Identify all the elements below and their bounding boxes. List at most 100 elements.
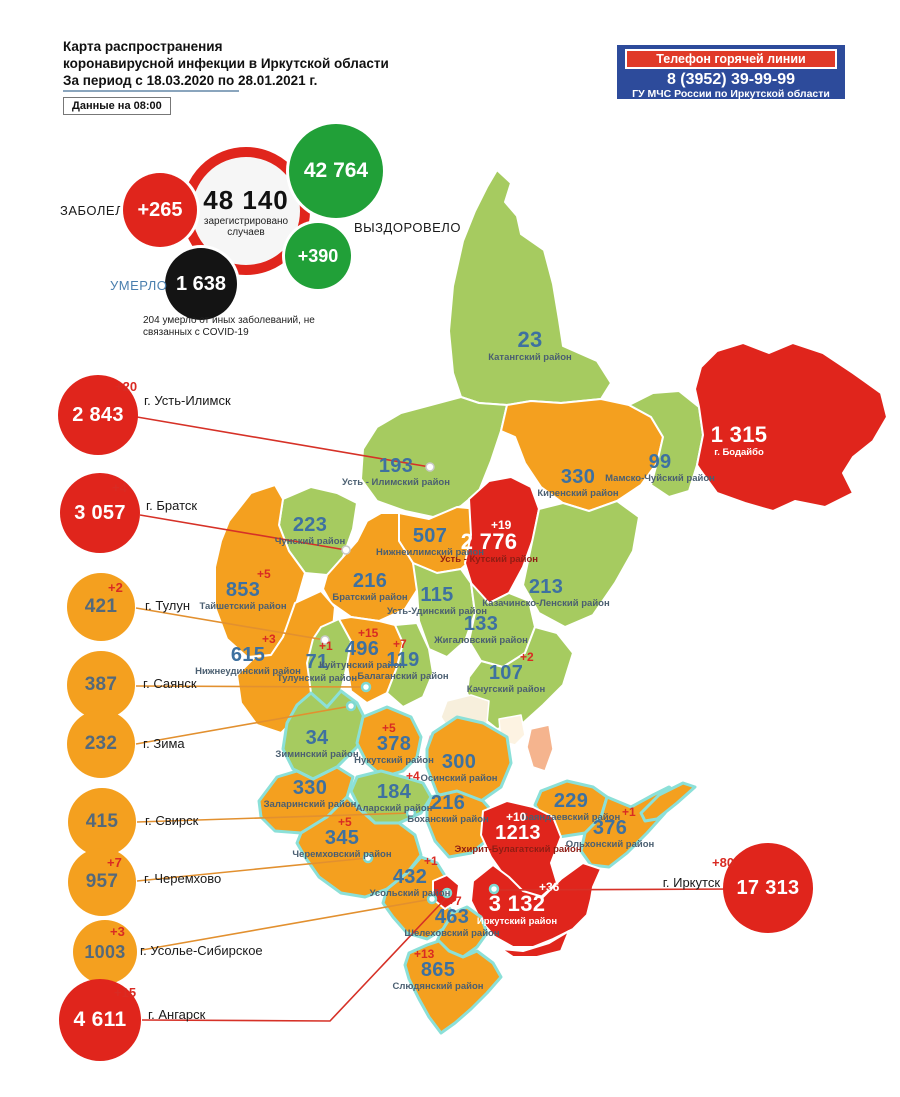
connector-tulun <box>135 607 326 641</box>
district-name: Чунский район <box>274 536 346 547</box>
district-delta: +5 <box>382 721 396 735</box>
city-circle: 232 <box>67 710 135 778</box>
city-marker-angarsk <box>441 887 453 899</box>
district-name: Казачинско-Ленский район <box>482 598 610 609</box>
recovered-circle: 42 764 <box>289 124 383 218</box>
district-value: 229 <box>553 790 589 812</box>
district-value: 71 <box>305 651 329 673</box>
district-value: 107 <box>488 662 524 684</box>
district-name: Слюдянский район <box>392 981 484 992</box>
district-label-bratsky: 216 Братский район <box>315 571 425 604</box>
district-delta: +7 <box>393 637 407 651</box>
district-value: 330 <box>292 777 328 799</box>
connector-angarsk <box>141 896 448 1022</box>
page-title: Карта распространения коронавирусной инф… <box>63 38 389 89</box>
district-delta: +1 <box>622 805 636 819</box>
district-label-tulunsky: +1 71 Тулунский район <box>270 640 365 685</box>
district-value: 223 <box>292 514 328 536</box>
district-delta: +15 <box>358 626 379 640</box>
city-label: г. Саянск <box>143 676 197 691</box>
city-marker-cheremkhovo <box>362 852 374 864</box>
district-delta: +5 <box>257 567 271 581</box>
city-delta: +3 <box>110 924 125 939</box>
city-label: г. Иркутск <box>662 875 720 890</box>
district-value: 3 132 <box>488 891 546 916</box>
city-delta: +80 <box>712 855 735 870</box>
stats-footnote: 204 умерло от иных заболеваний, не связа… <box>143 315 315 338</box>
district-value: 507 <box>412 525 448 547</box>
city-circle: 2 843 <box>58 375 138 455</box>
district-shape-ust-kutsky <box>464 476 540 604</box>
district-value: 133 <box>463 613 499 635</box>
district-label-cheremkhovsky: +5 345 Черемховский район <box>277 816 407 861</box>
district-shape-kirensky <box>500 398 664 512</box>
connector-zima <box>135 705 352 745</box>
district-name: Аларский район <box>355 803 433 814</box>
city-label: г. Черемхово <box>144 871 222 886</box>
city-marker-bratsk <box>341 545 351 555</box>
district-name: Тайшетский район <box>199 601 287 612</box>
district-value: 853 <box>225 579 261 601</box>
city-circle: 1003 <box>73 920 137 984</box>
district-name: Куйтунский район <box>319 660 405 671</box>
district-value: 615 <box>230 644 266 666</box>
city-label: г. Зима <box>143 736 185 751</box>
district-label-irkutsky: +36 3 132 Иркутский район <box>462 881 572 928</box>
city-marker-usolye <box>426 893 438 905</box>
district-label-kuitunsky: +15 496 Куйтунский район <box>315 627 410 672</box>
district-delta: +1 <box>424 854 438 868</box>
district-label-kirensky: 330 Киренский район <box>523 467 633 500</box>
city-marker-sayansk <box>360 681 372 693</box>
district-value: 216 <box>430 792 466 814</box>
district-delta: +5 <box>338 815 352 829</box>
district-name: Балаганский район <box>357 671 449 682</box>
sick-label: ЗАБОЛЕЛО <box>60 203 135 218</box>
district-label-olkhonsky: +1 376 Ольхонский район <box>555 806 665 851</box>
district-label-nizhneilimsky: 507 Нижнеилимский район <box>375 526 485 559</box>
terrain-blob-salmon <box>526 724 554 772</box>
district-shape-sludyansky <box>403 939 503 1035</box>
district-delta: +13 <box>414 947 435 961</box>
district-value: 1213 <box>495 822 541 844</box>
recovered-delta-circle: +390 <box>285 223 351 289</box>
district-value: 99 <box>648 451 672 473</box>
district-label-balagansky: +7 119 Балаганский район <box>356 638 451 683</box>
title-line-1: Карта распространения <box>63 39 223 54</box>
district-label-ziminsky: 34 Зиминский район <box>262 728 372 761</box>
died-label: УМЕРЛО <box>110 278 168 293</box>
district-name: Усть - Кутский район <box>439 554 539 565</box>
recovered-label: ВЫЗДОРОВЕЛО <box>354 220 461 235</box>
city-marker-irkutsk <box>488 883 500 895</box>
district-name: Баяндаевский район <box>521 812 621 823</box>
district-name: Черемховский район <box>292 849 392 860</box>
district-name: Осинский район <box>420 773 498 784</box>
connector-sayansk <box>135 685 367 688</box>
connector-svirsk <box>136 812 412 823</box>
district-shape-balagansky <box>386 622 434 708</box>
district-name: Качугский район <box>466 684 546 695</box>
data-note: Данные на 08:00 <box>63 97 171 115</box>
district-label-bayandaevsky: 229 Баяндаевский район <box>506 791 636 824</box>
city-delta: +20 <box>115 379 138 394</box>
district-shape-nukutsky <box>355 705 423 779</box>
title-line-3: За период с 18.03.2020 по 28.01.2021 г. <box>63 73 318 88</box>
district-shape-bodaibinsky <box>694 342 888 512</box>
district-label-bokhansky: 216 Боханский район <box>393 793 503 826</box>
district-label-ust-udinsky: 115 Усть-Удинский район <box>385 585 489 618</box>
city-label: г. Братск <box>146 498 198 513</box>
district-label-katangsky: 23 Катангский район <box>475 329 585 364</box>
district-label-ust-kutsky: +19 2 776 Усть - Кутский район <box>439 519 539 566</box>
district-label-kachugsky: +2 107 Качугский район <box>451 651 561 696</box>
city-label: г. Свирск <box>145 813 199 828</box>
city-circle: 3 057 <box>60 473 140 553</box>
district-shape-ust-udinsky <box>412 562 476 658</box>
connector-irkutsk <box>499 888 740 891</box>
district-label-taishetsky: +5 853 Тайшетский район <box>188 568 298 613</box>
district-value: 216 <box>352 570 388 592</box>
district-value: 378 <box>376 733 412 755</box>
district-name: Заларинский район <box>263 799 357 810</box>
district-value: 865 <box>420 959 456 981</box>
district-delta: +3 <box>262 632 276 646</box>
district-value: 1 315 <box>710 422 768 447</box>
district-delta: +36 <box>539 880 560 894</box>
